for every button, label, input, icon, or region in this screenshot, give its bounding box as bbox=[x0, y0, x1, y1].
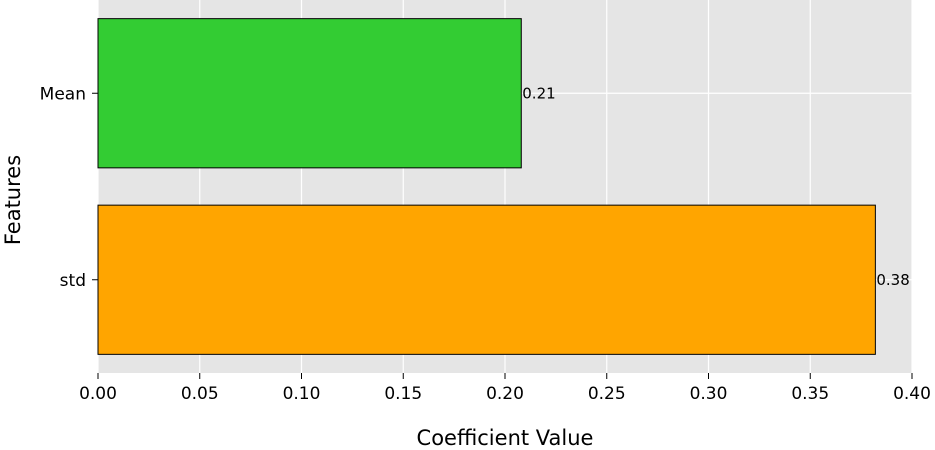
x-tick-label: 0.30 bbox=[690, 384, 728, 404]
y-axis-title: Features bbox=[1, 155, 25, 245]
bar-std bbox=[97, 204, 876, 355]
y-tick-label: std bbox=[60, 271, 86, 291]
x-tick-label: 0.40 bbox=[893, 384, 931, 404]
x-tick-label: 0.35 bbox=[791, 384, 829, 404]
x-tick-label: 0.00 bbox=[79, 384, 117, 404]
bars bbox=[97, 18, 876, 355]
data-label-std: 0.38 bbox=[876, 271, 909, 289]
x-axis-title: Coefficient Value bbox=[417, 426, 594, 450]
y-axis: Mean std bbox=[40, 84, 98, 291]
bar-mean bbox=[97, 18, 522, 169]
x-tick-label: 0.15 bbox=[384, 384, 422, 404]
x-tick-label: 0.20 bbox=[486, 384, 524, 404]
x-tick-label: 0.05 bbox=[181, 384, 219, 404]
y-tick-label: Mean bbox=[40, 84, 86, 104]
data-label-mean: 0.21 bbox=[522, 84, 555, 102]
x-tick-label: 0.10 bbox=[283, 384, 321, 404]
x-axis: 0.00 0.05 0.10 0.15 0.20 0.25 0.30 0.35 0.40 bbox=[79, 373, 931, 404]
x-tick-label: 0.25 bbox=[588, 384, 626, 404]
data-labels: 0.21 0.38 bbox=[522, 84, 909, 289]
